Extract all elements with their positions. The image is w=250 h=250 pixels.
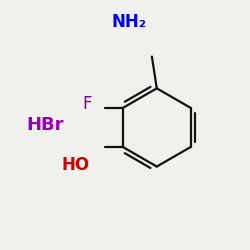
Text: F: F bbox=[82, 95, 92, 113]
Text: NH₂: NH₂ bbox=[111, 13, 146, 31]
Text: HO: HO bbox=[62, 156, 90, 174]
Text: HBr: HBr bbox=[27, 116, 64, 134]
